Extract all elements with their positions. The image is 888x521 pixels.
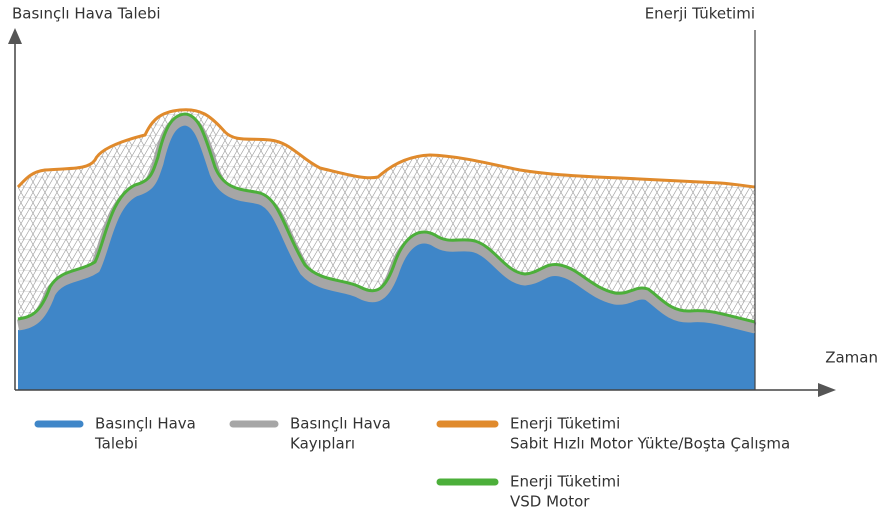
x-label: Zaman (825, 349, 878, 367)
legend-label: Kayıpları (290, 435, 355, 453)
legend-label: Talebi (94, 435, 138, 453)
legend-label: Basınçlı Hava (95, 415, 196, 433)
y-right-label: Enerji Tüketimi (645, 5, 755, 23)
legend-label: Enerji Tüketimi (510, 473, 620, 491)
legend-label: VSD Motor (510, 493, 590, 511)
legend-label: Basınçlı Hava (290, 415, 391, 433)
vsd-line (17, 112, 756, 324)
y-left-label: Basınçlı Hava Talebi (12, 5, 161, 23)
legend: Basınçlı Hava Talebi Basınçlı Hava Kayıplar… (34, 415, 790, 511)
y-arrow (8, 28, 22, 44)
demand-area (18, 125, 755, 390)
legend-label: Sabit Hızlı Motor Yükte/Boşta Çalışma (510, 435, 790, 453)
loss-band (17, 114, 757, 334)
x-arrow (818, 383, 836, 397)
legend-label: Enerji Tüketimi (510, 415, 620, 433)
fixed-speed-line (16, 108, 756, 189)
